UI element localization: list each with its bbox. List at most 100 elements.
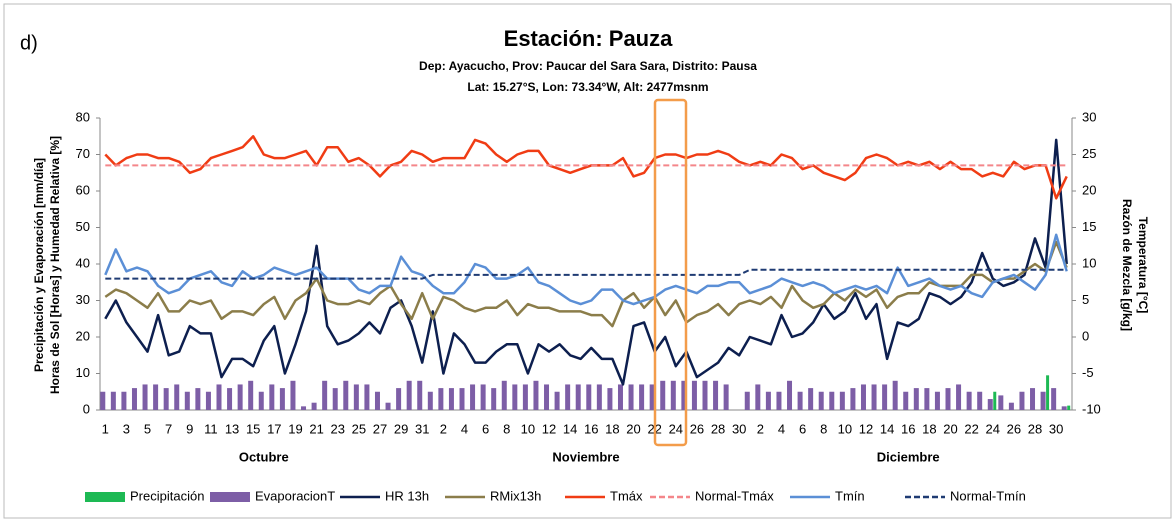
bar [396, 388, 402, 410]
line [104, 135, 1068, 200]
bar [491, 388, 497, 410]
bar [374, 391, 380, 410]
x-tick-label: 14 [880, 421, 894, 436]
y-axis-title: Horas de Sol [Horas] y Humedad Relativa … [48, 136, 62, 394]
bar [987, 399, 993, 410]
bar [110, 391, 116, 410]
bar [882, 384, 888, 410]
x-tick-label: 26 [690, 421, 704, 436]
y2-axis-title: Razón de Mezcla [g/kg] [1120, 199, 1134, 331]
bar [406, 380, 412, 410]
bar [163, 388, 169, 410]
bar [1040, 391, 1046, 410]
bar [966, 391, 972, 410]
bar [512, 384, 518, 410]
bar [639, 384, 645, 410]
x-tick-label: 25 [352, 421, 366, 436]
line [104, 138, 1068, 386]
bar [459, 388, 465, 410]
x-tick-label: 18 [922, 421, 936, 436]
x-tick-label: 10 [838, 421, 852, 436]
bar [290, 380, 296, 410]
bar [850, 388, 856, 410]
bar [470, 384, 476, 410]
frame [3, 3, 1172, 519]
bar [227, 388, 233, 410]
x-tick-label: 7 [165, 421, 172, 436]
legend-label: EvaporacionT [255, 488, 335, 503]
x-tick-label: 22 [964, 421, 978, 436]
bar [787, 380, 793, 410]
panel-label: d) [20, 32, 38, 54]
line [104, 240, 1068, 328]
x-tick-label: 27 [373, 421, 387, 436]
bar [818, 391, 824, 410]
bar [1051, 388, 1057, 410]
x-tick-label: 17 [267, 421, 281, 436]
x-tick-label: 6 [799, 421, 806, 436]
bar [871, 384, 877, 410]
month-label: Octubre [239, 449, 289, 464]
x-tick-label: 30 [1049, 421, 1063, 436]
x-tick-label: 21 [309, 421, 323, 436]
bar [808, 388, 814, 410]
x-tick-label: 26 [1007, 421, 1021, 436]
x-tick-label: 12 [859, 421, 873, 436]
bar [892, 380, 898, 410]
y2-tick-label: -10 [1082, 401, 1101, 416]
legend-label: Tmín [835, 488, 865, 503]
bar [829, 391, 835, 410]
x-tick-label: 4 [778, 421, 785, 436]
x-tick-label: 3 [123, 421, 130, 436]
bar [628, 384, 634, 410]
bar [617, 384, 623, 410]
legend-swatch [85, 492, 125, 502]
x-tick-label: 12 [542, 421, 556, 436]
x-tick-label: 31 [415, 421, 429, 436]
bar [533, 380, 539, 410]
bar [903, 391, 909, 410]
bar [353, 384, 359, 410]
bar [385, 402, 391, 410]
x-tick-label: 24 [669, 421, 683, 436]
bar [691, 380, 697, 410]
y-tick-label: 70 [76, 146, 90, 161]
x-tick-label: 11 [204, 421, 218, 436]
bar [427, 391, 433, 410]
bar [301, 406, 307, 410]
bar [448, 388, 454, 410]
bar [860, 384, 866, 410]
y-axis-title: Precipitación y Evaporación [mm/día] [32, 158, 46, 372]
x-tick-label: 1 [102, 421, 109, 436]
bar [1008, 402, 1014, 410]
x-tick-label: 14 [563, 421, 577, 436]
bar [998, 395, 1004, 410]
x-tick-label: 9 [186, 421, 193, 436]
bar [343, 380, 349, 410]
x-tick-label: 2 [440, 421, 447, 436]
line [105, 268, 1067, 280]
bar [501, 380, 507, 410]
y-tick-label: 0 [83, 401, 90, 416]
bar [702, 380, 708, 410]
bar [649, 384, 655, 410]
highlight [653, 98, 688, 447]
bar [142, 384, 148, 410]
y2-tick-label: 25 [1082, 146, 1096, 161]
bar [776, 391, 782, 410]
x-tick-label: 30 [732, 421, 746, 436]
y2-tick-label: 30 [1082, 109, 1096, 124]
line [104, 233, 1068, 306]
x-tick-label: 18 [605, 421, 619, 436]
bar [713, 380, 719, 410]
x-tick-label: 5 [144, 421, 151, 436]
y-tick-label: 40 [76, 255, 90, 270]
bar [279, 388, 285, 410]
x-tick-label: 24 [986, 421, 1000, 436]
legend-label: RMix13h [490, 488, 541, 503]
bar [364, 384, 370, 410]
bar [744, 391, 750, 410]
y2-axis-title: Temperatura [°C] [1136, 217, 1150, 314]
x-tick-label: 2 [757, 421, 764, 436]
